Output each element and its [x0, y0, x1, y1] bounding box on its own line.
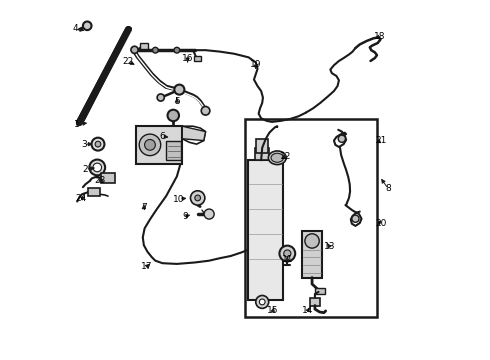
Bar	[310, 298, 320, 306]
Bar	[315, 288, 325, 294]
Text: 11: 11	[282, 255, 293, 264]
Text: 22: 22	[123, 57, 134, 66]
Text: 14: 14	[302, 306, 314, 315]
Circle shape	[139, 134, 161, 156]
Text: 18: 18	[374, 32, 386, 41]
Polygon shape	[182, 126, 205, 140]
Bar	[194, 56, 200, 61]
Bar	[101, 173, 115, 183]
Text: 1: 1	[74, 120, 79, 129]
Text: 13: 13	[323, 242, 335, 251]
Circle shape	[201, 107, 210, 115]
Bar	[88, 188, 100, 196]
Circle shape	[93, 163, 101, 172]
Circle shape	[83, 22, 92, 30]
Text: 3: 3	[81, 140, 87, 149]
Circle shape	[131, 46, 138, 53]
Ellipse shape	[271, 153, 284, 162]
Text: 21: 21	[375, 136, 387, 145]
Text: 8: 8	[386, 184, 392, 193]
Text: 20: 20	[375, 219, 387, 228]
Text: 2: 2	[83, 165, 88, 174]
Circle shape	[259, 299, 265, 305]
Circle shape	[256, 296, 269, 309]
Circle shape	[152, 47, 158, 53]
Circle shape	[145, 139, 155, 150]
Circle shape	[191, 191, 205, 205]
Text: 6: 6	[159, 132, 165, 141]
Circle shape	[352, 215, 359, 222]
Ellipse shape	[269, 151, 286, 165]
Text: 19: 19	[250, 60, 262, 69]
Text: 4: 4	[73, 24, 78, 33]
Circle shape	[284, 250, 291, 257]
Text: 15: 15	[267, 306, 279, 315]
Circle shape	[338, 135, 345, 142]
Circle shape	[168, 110, 179, 121]
Circle shape	[204, 209, 214, 219]
Bar	[248, 160, 283, 300]
Bar	[136, 126, 182, 164]
Circle shape	[95, 141, 101, 147]
Text: 16: 16	[182, 54, 194, 63]
Circle shape	[174, 85, 184, 95]
Bar	[166, 140, 181, 160]
Text: 23: 23	[95, 176, 106, 185]
Bar	[256, 139, 268, 153]
Circle shape	[89, 159, 105, 175]
Bar	[255, 148, 270, 160]
Circle shape	[174, 47, 180, 53]
Text: 17: 17	[141, 262, 152, 271]
Circle shape	[92, 138, 104, 150]
Text: 10: 10	[173, 194, 185, 203]
Circle shape	[195, 195, 200, 201]
Circle shape	[305, 234, 319, 248]
Bar	[302, 231, 322, 278]
Text: 24: 24	[75, 194, 87, 203]
Text: 12: 12	[280, 152, 292, 161]
Text: 5: 5	[174, 96, 180, 105]
Bar	[140, 43, 148, 49]
Text: 9: 9	[182, 212, 188, 221]
Text: 7: 7	[141, 203, 147, 212]
Bar	[245, 119, 377, 317]
Circle shape	[157, 94, 164, 101]
Circle shape	[279, 246, 295, 261]
